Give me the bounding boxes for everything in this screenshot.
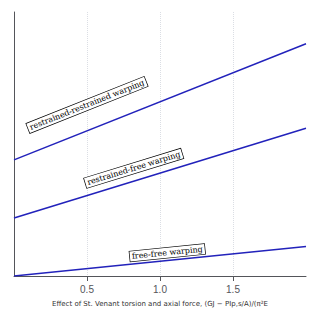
- svg-text:0.5: 0.5: [80, 284, 94, 295]
- svg-text:restrained-restrained warping: restrained-restrained warping: [28, 78, 145, 132]
- svg-text:restrained-free warping: restrained-free warping: [86, 150, 181, 187]
- svg-text:Effect of St. Venant torsion a: Effect of St. Venant torsion and axial f…: [52, 300, 268, 308]
- svg-text:free-free warping: free-free warping: [131, 245, 203, 261]
- svg-text:1.5: 1.5: [226, 284, 240, 295]
- svg-text:1.0: 1.0: [153, 284, 167, 295]
